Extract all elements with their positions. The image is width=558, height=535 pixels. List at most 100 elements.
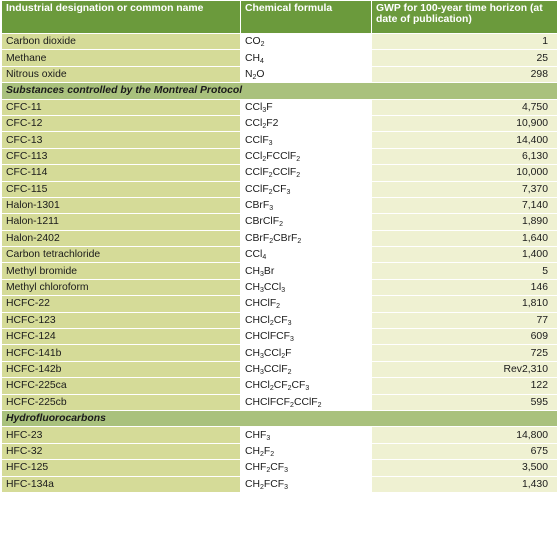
substance-name: Halon-2402 bbox=[1, 229, 241, 248]
substance-name: CFC-114 bbox=[1, 164, 241, 182]
table-header: Industrial designation or common name Ch… bbox=[1, 0, 558, 34]
chemical-formula: CH4 bbox=[240, 49, 372, 67]
chemical-formula: CHClFCF3 bbox=[240, 328, 372, 346]
substance-name: HCFC-142b bbox=[1, 360, 241, 379]
table-row: CFC-13 CClF3 14,400 bbox=[1, 131, 558, 149]
substance-name: HCFC-225cb bbox=[1, 393, 241, 411]
chemical-formula: CHF3 bbox=[240, 426, 372, 444]
substance-name: CFC-113 bbox=[1, 147, 241, 166]
table-row: Halon-2402 CBrF2CBrF2 1,640 bbox=[1, 229, 558, 248]
substance-name: HFC-125 bbox=[1, 459, 241, 477]
gwp-value: 14,800 bbox=[371, 426, 558, 444]
gwp-value: 122 bbox=[371, 377, 558, 395]
table-row: HCFC-124 CHClFCF3 609 bbox=[1, 328, 558, 346]
substance-name: CFC-12 bbox=[1, 114, 241, 133]
chemical-formula: CH3Br bbox=[240, 262, 372, 280]
gwp-value: 725 bbox=[371, 344, 558, 362]
chemical-formula: CClF2CClF2 bbox=[240, 164, 372, 182]
table-row: Methyl chloroform CH3CCl3 146 bbox=[1, 278, 558, 297]
table-row: HCFC-123 CHCl2CF3 77 bbox=[1, 311, 558, 330]
gwp-value: 1,810 bbox=[371, 295, 558, 313]
chemical-formula: CClF3 bbox=[240, 131, 372, 149]
header-formula: Chemical formula bbox=[240, 0, 372, 34]
substance-name: Carbon dioxide bbox=[1, 32, 241, 51]
chemical-formula: N2O bbox=[240, 65, 372, 84]
table-row: HCFC-142b CH3CClF2 Rev2,310 bbox=[1, 360, 558, 379]
gwp-value: 1,430 bbox=[371, 475, 558, 493]
gwp-value: Rev2,310 bbox=[371, 360, 558, 379]
gwp-value: 7,140 bbox=[371, 196, 558, 215]
gwp-value: 25 bbox=[371, 49, 558, 67]
gwp-value: 7,370 bbox=[371, 180, 558, 198]
section-title: Hydrofluorocarbons bbox=[1, 409, 558, 428]
substance-name: Methane bbox=[1, 49, 241, 67]
chemical-formula: CBrF2CBrF2 bbox=[240, 229, 372, 248]
substance-name: HFC-23 bbox=[1, 426, 241, 444]
substance-name: HCFC-124 bbox=[1, 328, 241, 346]
chemical-formula: CBrF3 bbox=[240, 196, 372, 215]
table-row: HCFC-22 CHClF2 1,810 bbox=[1, 295, 558, 313]
header-name: Industrial designation or common name bbox=[1, 0, 241, 34]
chemical-formula: CO2 bbox=[240, 32, 372, 51]
chemical-formula: CCl2F2 bbox=[240, 114, 372, 133]
substance-name: HFC-134a bbox=[1, 475, 241, 493]
gwp-value: 1,640 bbox=[371, 229, 558, 248]
gwp-value: 675 bbox=[371, 442, 558, 461]
gwp-table: Industrial designation or common name Ch… bbox=[1, 0, 558, 493]
substance-name: HCFC-22 bbox=[1, 295, 241, 313]
gwp-value: 1 bbox=[371, 32, 558, 51]
chemical-formula: CHClF2 bbox=[240, 295, 372, 313]
table-row: Halon-1301 CBrF3 7,140 bbox=[1, 196, 558, 215]
gwp-value: 146 bbox=[371, 278, 558, 297]
gwp-value: 1,890 bbox=[371, 213, 558, 231]
table-body: Carbon dioxide CO2 1 Methane CH4 25 Nitrous ox… bbox=[1, 32, 558, 493]
substance-name: Carbon tetrachloride bbox=[1, 246, 241, 264]
chemical-formula: CH2FCF3 bbox=[240, 475, 372, 493]
section-title: Substances controlled by the Montreal Pr… bbox=[1, 82, 558, 100]
header-gwp: GWP for 100-year time horizon (at date o… bbox=[371, 0, 558, 34]
table-row: Halon-1211 CBrClF2 1,890 bbox=[1, 213, 558, 231]
chemical-formula: CHCl2CF2CF3 bbox=[240, 377, 372, 395]
table-row: Methyl bromide CH3Br 5 bbox=[1, 262, 558, 280]
substance-name: HCFC-141b bbox=[1, 344, 241, 362]
substance-name: Methyl bromide bbox=[1, 262, 241, 280]
gwp-value: 14,400 bbox=[371, 131, 558, 149]
gwp-value: 3,500 bbox=[371, 459, 558, 477]
substance-name: Halon-1301 bbox=[1, 196, 241, 215]
table-row: HCFC-225ca CHCl2CF2CF3 122 bbox=[1, 377, 558, 395]
table-row: CFC-113 CCl2FCClF2 6,130 bbox=[1, 147, 558, 166]
substance-name: HCFC-123 bbox=[1, 311, 241, 330]
chemical-formula: CH2F2 bbox=[240, 442, 372, 461]
substance-name: HFC-32 bbox=[1, 442, 241, 461]
gwp-value: 77 bbox=[371, 311, 558, 330]
table-row: HCFC-141b CH3CCl2F 725 bbox=[1, 344, 558, 362]
gwp-value: 10,000 bbox=[371, 164, 558, 182]
gwp-value: 298 bbox=[371, 65, 558, 84]
table-row: CFC-11 CCl3F 4,750 bbox=[1, 98, 558, 116]
gwp-value: 5 bbox=[371, 262, 558, 280]
gwp-value: 6,130 bbox=[371, 147, 558, 166]
gwp-value: 1,400 bbox=[371, 246, 558, 264]
substance-name: CFC-115 bbox=[1, 180, 241, 198]
gwp-value: 609 bbox=[371, 328, 558, 346]
chemical-formula: CCl3F bbox=[240, 98, 372, 116]
chemical-formula: CHCl2CF3 bbox=[240, 311, 372, 330]
table-row: HFC-23 CHF3 14,800 bbox=[1, 426, 558, 444]
substance-name: CFC-13 bbox=[1, 131, 241, 149]
table-row: Carbon tetrachloride CCl4 1,400 bbox=[1, 246, 558, 264]
table-row: CFC-114 CClF2CClF2 10,000 bbox=[1, 164, 558, 182]
chemical-formula: CHClFCF2CClF2 bbox=[240, 393, 372, 411]
table-row: Carbon dioxide CO2 1 bbox=[1, 32, 558, 51]
substance-name: HCFC-225ca bbox=[1, 377, 241, 395]
table-row: HFC-125 CHF2CF3 3,500 bbox=[1, 459, 558, 477]
table-row: Nitrous oxide N2O 298 bbox=[1, 65, 558, 84]
substance-name: Methyl chloroform bbox=[1, 278, 241, 297]
chemical-formula: CH3CCl3 bbox=[240, 278, 372, 297]
gwp-value: 10,900 bbox=[371, 114, 558, 133]
chemical-formula: CCl2FCClF2 bbox=[240, 147, 372, 166]
table-row: CFC-12 CCl2F2 10,900 bbox=[1, 114, 558, 133]
chemical-formula: CH3CCl2F bbox=[240, 344, 372, 362]
chemical-formula: CCl4 bbox=[240, 246, 372, 264]
chemical-formula: CClF2CF3 bbox=[240, 180, 372, 198]
table-row: CFC-115 CClF2CF3 7,370 bbox=[1, 180, 558, 198]
